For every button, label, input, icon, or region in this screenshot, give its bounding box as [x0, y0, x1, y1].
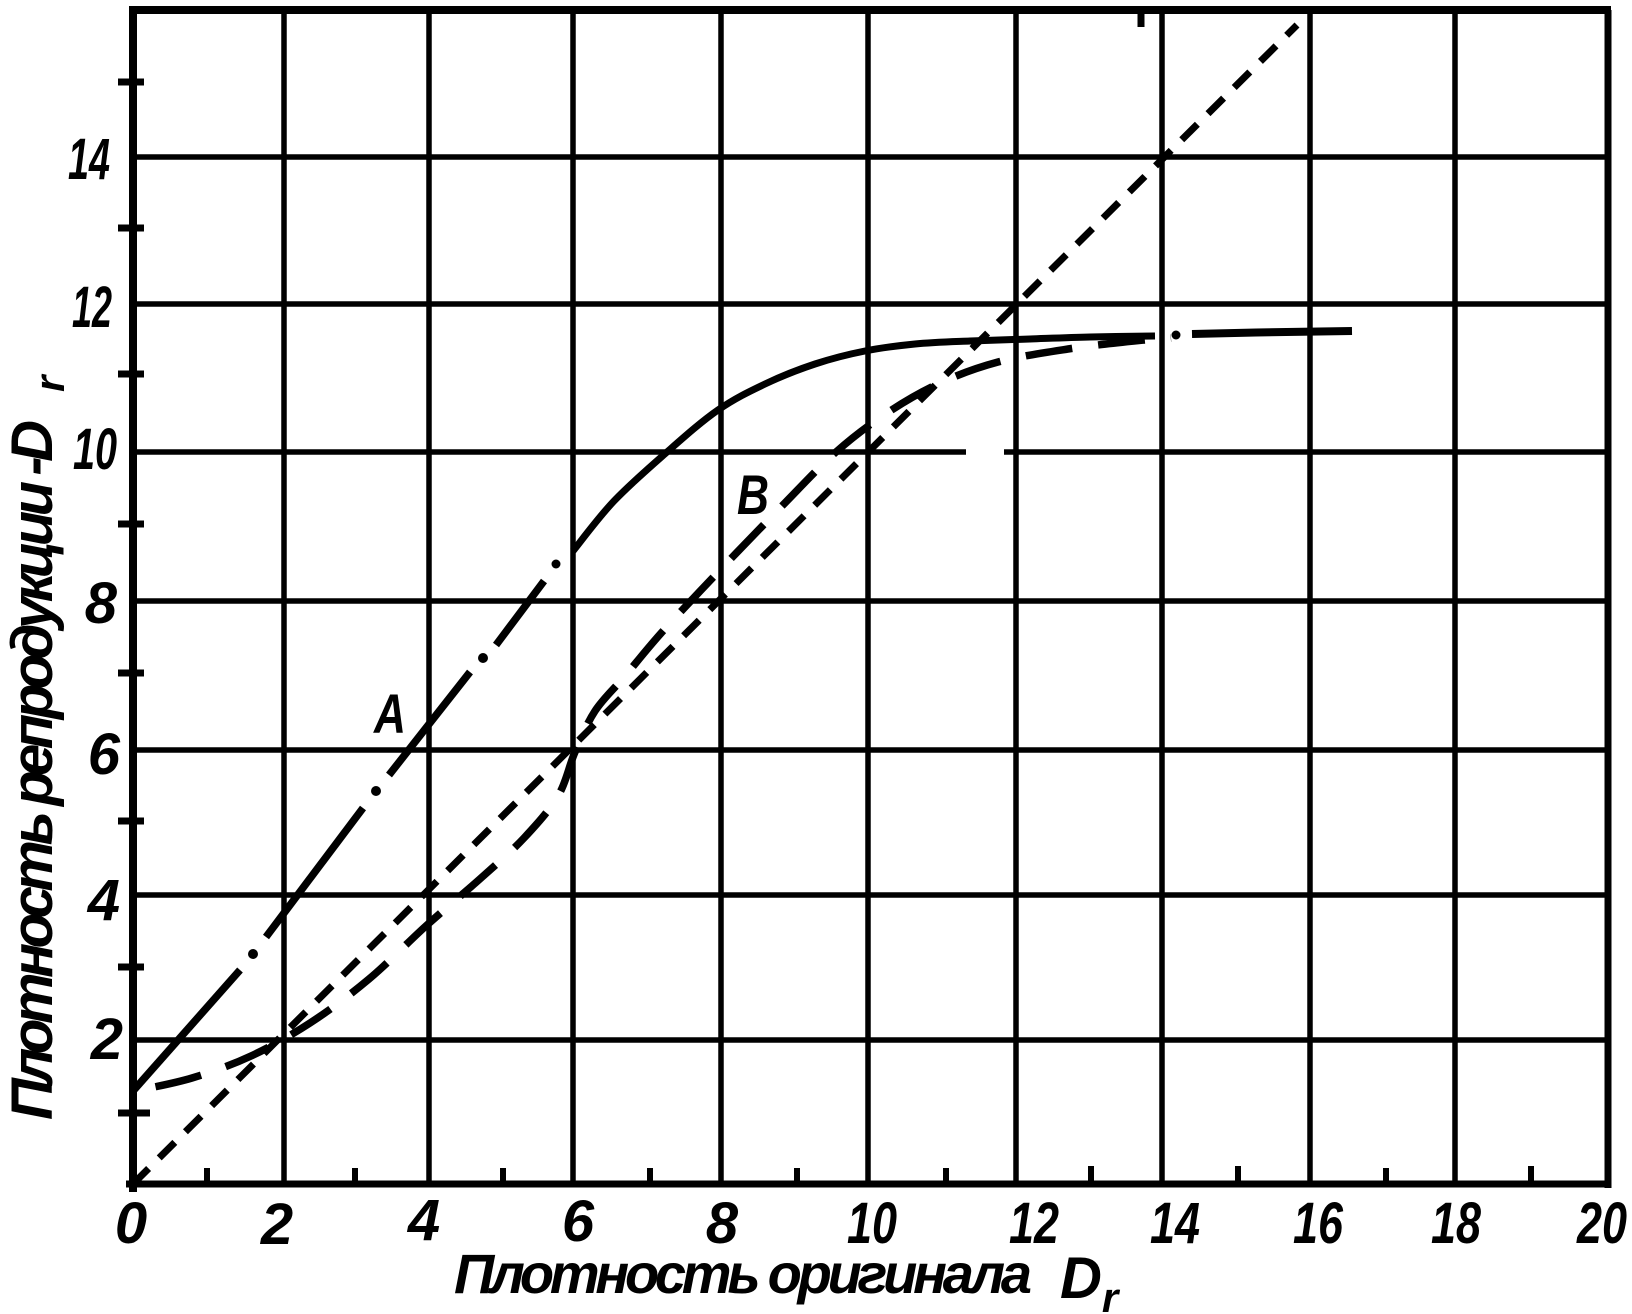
svg-text:12: 12	[72, 275, 112, 340]
svg-text:Dr: Dr	[1060, 1246, 1121, 1314]
svg-text:Плотность оригинала: Плотность оригинала	[454, 1242, 1032, 1305]
svg-text:20: 20	[1576, 1191, 1627, 1256]
svg-text:4: 4	[407, 1188, 440, 1253]
svg-text:18: 18	[1431, 1191, 1482, 1256]
svg-text:8: 8	[85, 571, 118, 636]
svg-text:r: r	[26, 373, 73, 392]
svg-text:4: 4	[87, 868, 120, 933]
svg-text:16: 16	[1293, 1191, 1344, 1256]
svg-text:0: 0	[115, 1191, 147, 1256]
svg-text:6: 6	[562, 1189, 595, 1254]
svg-text:2: 2	[90, 1007, 123, 1072]
svg-text:Плотность репродукции -D: Плотность репродукции -D	[0, 420, 65, 1120]
svg-text:8: 8	[706, 1191, 739, 1256]
svg-text:6: 6	[88, 722, 121, 787]
svg-text:14: 14	[68, 127, 110, 192]
svg-text:A: A	[372, 682, 406, 745]
svg-text:14: 14	[1150, 1191, 1200, 1256]
svg-text:10: 10	[847, 1191, 897, 1256]
svg-text:12: 12	[1009, 1191, 1059, 1256]
svg-text:10: 10	[73, 417, 117, 482]
svg-text:B: B	[737, 463, 769, 526]
svg-text:2: 2	[260, 1192, 293, 1257]
